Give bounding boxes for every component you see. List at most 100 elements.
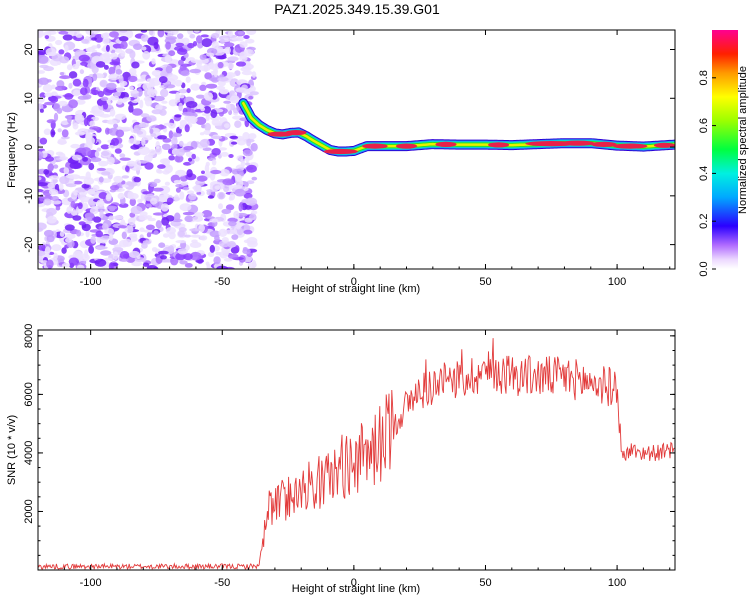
noise-blob bbox=[109, 31, 119, 38]
noise-blob bbox=[59, 56, 70, 64]
noise-blob bbox=[84, 212, 95, 219]
noise-blob bbox=[45, 47, 56, 57]
noise-blob bbox=[165, 41, 172, 50]
noise-blob bbox=[59, 231, 65, 237]
noise-blob bbox=[61, 247, 67, 254]
noise-blob bbox=[219, 38, 225, 44]
snr-y-ticks: 2000 4000 6000 8000 bbox=[23, 324, 675, 571]
noise-blob bbox=[163, 122, 175, 126]
noise-blob bbox=[106, 82, 117, 91]
noise-blob bbox=[48, 175, 60, 180]
y-tick-label: 6000 bbox=[23, 382, 35, 406]
noise-blob bbox=[38, 188, 44, 193]
noise-blob bbox=[142, 135, 153, 141]
noise-blob bbox=[223, 100, 232, 104]
noise-blob bbox=[108, 229, 114, 235]
spectrogram-y-ticks: -20 -10 0 10 20 bbox=[23, 43, 675, 253]
noise-blob bbox=[134, 159, 142, 169]
noise-blob bbox=[68, 257, 80, 266]
noise-blob bbox=[223, 42, 235, 47]
noise-blob bbox=[96, 147, 102, 152]
noise-blob bbox=[99, 79, 108, 88]
noise-blob bbox=[139, 99, 144, 109]
noise-blob bbox=[179, 203, 192, 212]
noise-blob bbox=[99, 113, 112, 118]
noise-blob bbox=[38, 49, 46, 55]
noise-blob bbox=[80, 87, 88, 96]
noise-blob bbox=[177, 48, 188, 55]
noise-blob bbox=[49, 96, 59, 103]
noise-blob bbox=[203, 130, 211, 135]
noise-blob bbox=[166, 197, 174, 204]
noise-blob bbox=[85, 229, 90, 238]
noise-blob bbox=[68, 82, 73, 89]
noise-blob bbox=[61, 136, 70, 140]
noise-blob bbox=[158, 250, 169, 255]
noise-blob bbox=[74, 113, 85, 123]
noise-blob bbox=[139, 227, 145, 232]
noise-blob bbox=[150, 197, 158, 205]
noise-blob bbox=[119, 251, 130, 260]
noise-blob bbox=[182, 211, 195, 216]
noise-blob bbox=[133, 176, 141, 183]
noise-blob bbox=[144, 162, 154, 170]
noise-blob bbox=[149, 128, 154, 134]
noise-blob bbox=[213, 69, 218, 78]
noise-blob bbox=[59, 156, 69, 161]
noise-blob bbox=[243, 35, 250, 39]
noise-blob bbox=[44, 246, 51, 255]
noise-blob bbox=[82, 157, 88, 162]
noise-blob bbox=[142, 50, 151, 60]
noise-blob bbox=[85, 133, 92, 140]
noise-blob bbox=[242, 248, 251, 255]
colorbar-tick-label: 0.8 bbox=[698, 70, 710, 85]
noise-blob bbox=[121, 184, 129, 188]
noise-blob bbox=[79, 69, 85, 75]
noise-blob bbox=[100, 144, 110, 150]
noise-blob bbox=[245, 197, 258, 206]
noise-blob bbox=[96, 199, 105, 207]
y-tick-label: -10 bbox=[23, 188, 35, 204]
noise-blob bbox=[58, 182, 64, 191]
noise-blob bbox=[158, 194, 168, 203]
noise-blob bbox=[95, 61, 106, 68]
noise-blob bbox=[243, 192, 253, 199]
noise-blob bbox=[45, 156, 55, 162]
noise-blob bbox=[92, 73, 98, 81]
spectrogram-frame bbox=[37, 29, 676, 270]
noise-blob bbox=[186, 88, 191, 94]
noise-blob bbox=[110, 95, 119, 101]
noise-blob bbox=[46, 215, 57, 224]
noise-blob bbox=[147, 88, 158, 97]
noise-blob bbox=[129, 86, 134, 91]
noise-blob bbox=[100, 250, 112, 256]
noise-blob bbox=[38, 176, 42, 181]
noise-blob bbox=[38, 227, 43, 232]
noise-blob bbox=[174, 154, 184, 163]
noise-blob bbox=[66, 183, 77, 188]
noise-blob bbox=[143, 229, 153, 233]
noise-blob bbox=[137, 146, 150, 156]
noise-blob bbox=[209, 63, 221, 70]
noise-blob bbox=[59, 72, 65, 76]
noise-blob bbox=[129, 233, 138, 239]
noise-blob bbox=[236, 224, 241, 230]
noise-blob bbox=[167, 74, 179, 82]
noise-blob bbox=[175, 187, 181, 193]
noise-blob bbox=[152, 187, 164, 192]
noise-blob bbox=[112, 215, 124, 220]
noise-blob bbox=[242, 149, 253, 157]
noise-blob bbox=[211, 41, 219, 49]
noise-blob bbox=[232, 184, 243, 189]
noise-blob bbox=[157, 135, 168, 140]
noise-blob bbox=[171, 133, 183, 137]
noise-blob bbox=[58, 30, 69, 35]
noise-blob bbox=[75, 33, 83, 38]
noise-blob bbox=[210, 109, 218, 119]
noise-blob bbox=[230, 141, 238, 145]
noise-blob bbox=[195, 94, 206, 99]
noise-blob bbox=[113, 91, 122, 97]
noise-blob bbox=[38, 30, 44, 38]
noise-blob bbox=[48, 189, 59, 195]
